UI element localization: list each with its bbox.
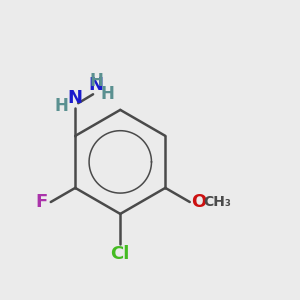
Text: H: H	[89, 73, 103, 91]
Text: N: N	[68, 89, 83, 107]
Text: H: H	[55, 97, 69, 115]
Text: N: N	[88, 76, 104, 94]
Text: O: O	[191, 193, 206, 211]
Text: F: F	[36, 193, 48, 211]
Text: H: H	[101, 85, 115, 103]
Text: Cl: Cl	[111, 245, 130, 263]
Text: CH₃: CH₃	[203, 195, 231, 209]
